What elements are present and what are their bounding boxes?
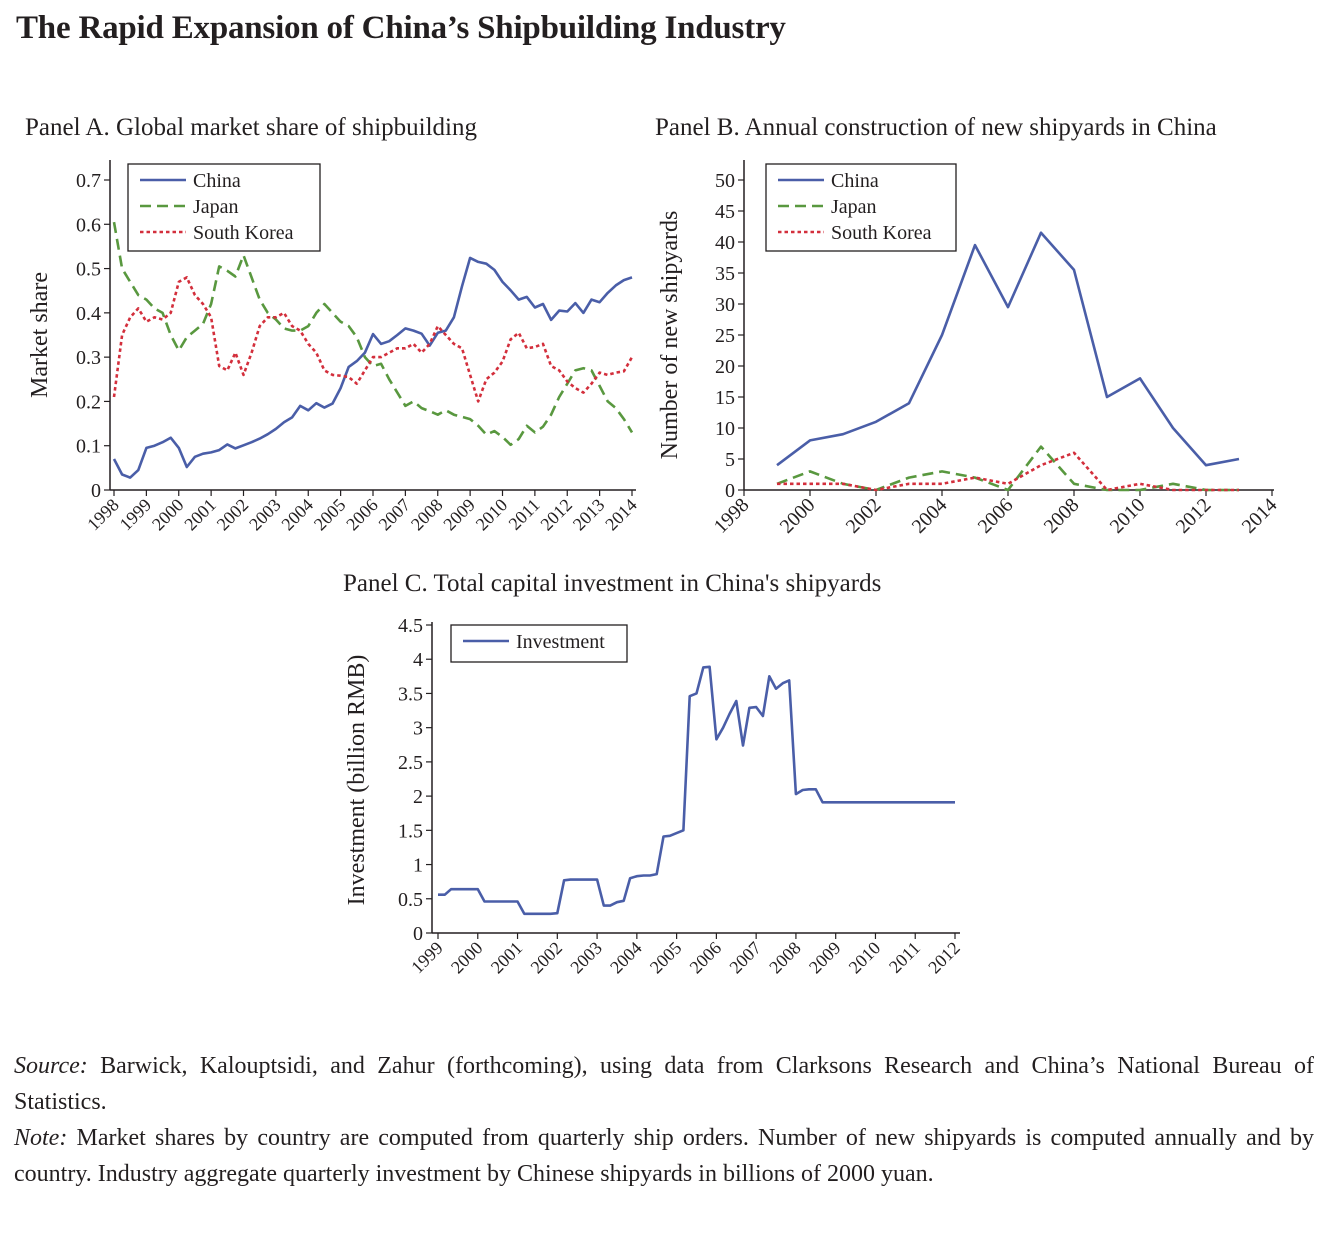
- panel-c-y-tick-label: 3.5: [398, 683, 423, 705]
- panel-b-y-tick-label: 40: [715, 232, 735, 254]
- panel-c-y-tick-label: 1: [413, 855, 423, 877]
- panel-b-legend-box: [765, 163, 957, 252]
- panel-a-y-tick-label: 0.2: [76, 391, 101, 413]
- panel-b-x-tick-label: 2008: [1040, 494, 1084, 538]
- panel-a-y-tick-label: 0.1: [76, 436, 101, 458]
- panel-b-x-tick-label: 2010: [1106, 494, 1150, 538]
- panel-b-x-tick-label: 2014: [1238, 494, 1282, 538]
- panel-c-y-axis-label: Investment (billion RMB): [344, 655, 370, 906]
- note-label: Note:: [14, 1125, 68, 1151]
- panel-a-legend-label: China: [193, 170, 241, 192]
- panel-b-legend-label: South Korea: [831, 222, 932, 244]
- panel-c-y-tick-label: 2.5: [398, 752, 423, 774]
- panel-c-y-tick-label: 1.5: [398, 820, 423, 842]
- panel-a-y-tick-label: 0.4: [76, 303, 101, 325]
- panel-c-y-tick-label: 3: [413, 718, 423, 740]
- panel-a-chart: 00.10.20.30.40.50.60.7199819992000200120…: [27, 160, 641, 534]
- panel-a-series-south-korea: [112, 276, 634, 403]
- panel-b-y-tick-label: 10: [715, 418, 735, 440]
- panel-c-y-tick-label: 0: [413, 923, 423, 945]
- panel-c-x-tick-label: 2001: [487, 938, 527, 978]
- panel-b-y-axis-label: Number of new shipyards: [657, 211, 683, 460]
- panel-b-series-china: [776, 231, 1240, 467]
- panel-c-x-tick-label: 2002: [527, 938, 567, 978]
- panel-c-y-tick-label: 4.5: [398, 615, 423, 637]
- method-note: Note: Market shares by country are compu…: [14, 1120, 1314, 1192]
- panel-c-x-tick-label: 2011: [885, 938, 924, 977]
- panel-c-x-tick-label: 2003: [566, 938, 606, 978]
- panel-c-x-tick-label: 2010: [845, 938, 885, 978]
- panel-b-y-tick-label: 0: [725, 480, 735, 502]
- panel-b-y-tick-label: 30: [715, 294, 735, 316]
- panel-c-x-tick-label: 2004: [606, 938, 646, 978]
- panel-a-series-china: [112, 256, 633, 479]
- panel-b-title: Panel B. Annual construction of new ship…: [655, 114, 1217, 141]
- source-label: Source:: [14, 1053, 88, 1079]
- panel-b-y-tick-label: 25: [715, 325, 735, 347]
- panel-c-x-tick-label: 2000: [447, 938, 487, 978]
- panel-b-y-tick-label: 5: [725, 449, 735, 471]
- panel-b-series-south-korea: [777, 451, 1239, 492]
- note-text: Market shares by country are computed fr…: [14, 1125, 1315, 1187]
- panel-a-y-tick-label: 0.6: [76, 214, 101, 236]
- panel-b-y-tick-label: 35: [715, 263, 735, 285]
- panel-b-x-tick-label: 2012: [1172, 494, 1216, 538]
- panel-a-legend-label: Japan: [193, 196, 239, 218]
- panel-b-legend-label: Japan: [831, 196, 877, 218]
- panel-c-legend-box: [450, 624, 628, 663]
- panel-a-y-tick-label: 0.7: [76, 170, 101, 192]
- panel-c-y-tick-label: 2: [413, 786, 423, 808]
- panel-c-x-tick-label: 2012: [924, 938, 964, 978]
- panel-c-x-tick-label: 2008: [765, 938, 805, 978]
- panel-c-y-tick-label: 4: [413, 649, 423, 671]
- panel-a-title: Panel A. Global market share of shipbuil…: [25, 114, 478, 141]
- panel-c-title: Panel C. Total capital investment in Chi…: [343, 570, 882, 597]
- panel-c-x-tick-label: 2009: [805, 938, 845, 978]
- panel-b-y-tick-label: 15: [715, 387, 735, 409]
- panel-c-series-investment: [438, 665, 955, 916]
- panel-a-legend-box: [127, 163, 321, 252]
- panel-b-series-japan: [776, 445, 1239, 492]
- panel-c-x-tick-label: 2006: [686, 938, 726, 978]
- panel-b-y-tick-label: 50: [715, 170, 735, 192]
- panel-c-x-tick-label: 2005: [646, 938, 686, 978]
- panel-a-y-tick-label: 0.5: [76, 259, 101, 281]
- panel-b-legend-label: China: [831, 170, 879, 192]
- panel-a-series-japan: [112, 221, 634, 447]
- panel-c-legend-label: Investment: [516, 631, 605, 653]
- source-note: Source: Barwick, Kalouptsidi, and Zahur …: [14, 1048, 1314, 1120]
- panel-b-y-tick-label: 20: [715, 356, 735, 378]
- panel-a-y-tick-label: 0: [91, 480, 101, 502]
- panel-b-y-tick-label: 45: [715, 201, 735, 223]
- figure-notes: Source: Barwick, Kalouptsidi, and Zahur …: [14, 1048, 1314, 1192]
- panel-c-y-tick-label: 0.5: [398, 889, 423, 911]
- panel-a-y-axis-label: Market share: [27, 272, 53, 398]
- panel-c-x-tick-label: 2007: [725, 938, 765, 978]
- figure-title: The Rapid Expansion of China’s Shipbuild…: [16, 10, 786, 46]
- source-text: Barwick, Kalouptsidi, and Zahur (forthco…: [14, 1053, 1314, 1115]
- panel-a-y-tick-label: 0.3: [76, 347, 101, 369]
- panel-a-legend-label: South Korea: [193, 222, 294, 244]
